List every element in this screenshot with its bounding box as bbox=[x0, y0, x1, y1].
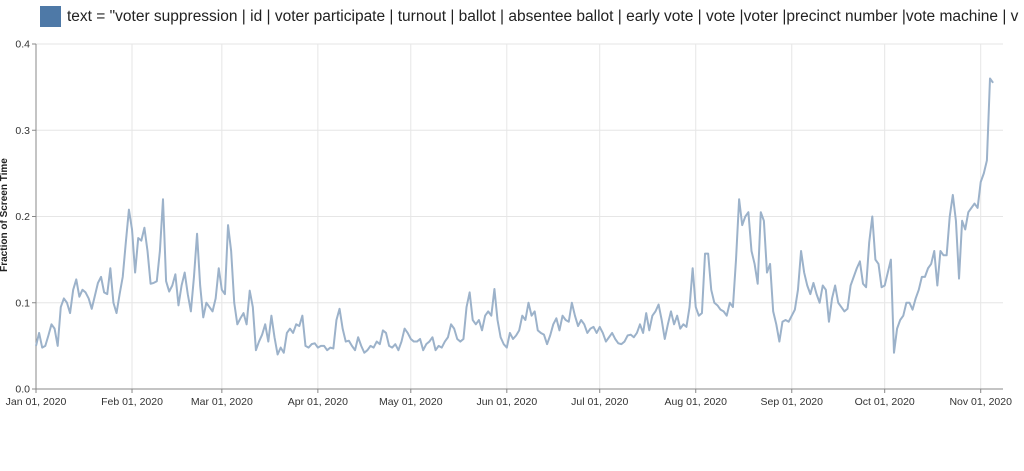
x-tick-label: Apr 01, 2020 bbox=[288, 396, 348, 408]
legend-label: text = "voter suppression | id | voter p… bbox=[67, 7, 1019, 25]
y-tick-label: 0.4 bbox=[15, 39, 30, 51]
x-tick-label: Jun 01, 2020 bbox=[476, 396, 537, 408]
x-tick-label: Feb 01, 2020 bbox=[101, 396, 163, 408]
x-tick-label: Sep 01, 2020 bbox=[761, 396, 824, 408]
y-axis-title: Fraction of Screen Time bbox=[0, 158, 10, 272]
x-tick-label: Oct 01, 2020 bbox=[855, 396, 915, 408]
grid-lines bbox=[35, 43, 1003, 390]
x-tick-label: Jul 01, 2020 bbox=[571, 396, 628, 408]
x-tick-label: Nov 01, 2020 bbox=[949, 396, 1012, 408]
y-tick-label: 0.2 bbox=[15, 211, 30, 223]
series-line bbox=[35, 77, 994, 356]
series-layer bbox=[35, 77, 994, 356]
x-tick-label: Aug 01, 2020 bbox=[665, 396, 728, 408]
x-tick-label: Jan 01, 2020 bbox=[6, 396, 67, 408]
y-tick-label: 0.3 bbox=[15, 125, 30, 137]
axes: 0.0 0.1 0.2 0.3 0.4 Jan 01, 2020 Feb 01, 2020 M… bbox=[6, 39, 1012, 409]
x-tick-label: May 01, 2020 bbox=[379, 396, 443, 408]
x-tick-label: Mar 01, 2020 bbox=[191, 396, 253, 408]
legend: text = "voter suppression | id | voter p… bbox=[40, 6, 1024, 30]
legend-swatch bbox=[40, 6, 61, 27]
y-tick-label: 0.0 bbox=[15, 384, 30, 396]
y-tick-label: 0.1 bbox=[15, 297, 30, 309]
